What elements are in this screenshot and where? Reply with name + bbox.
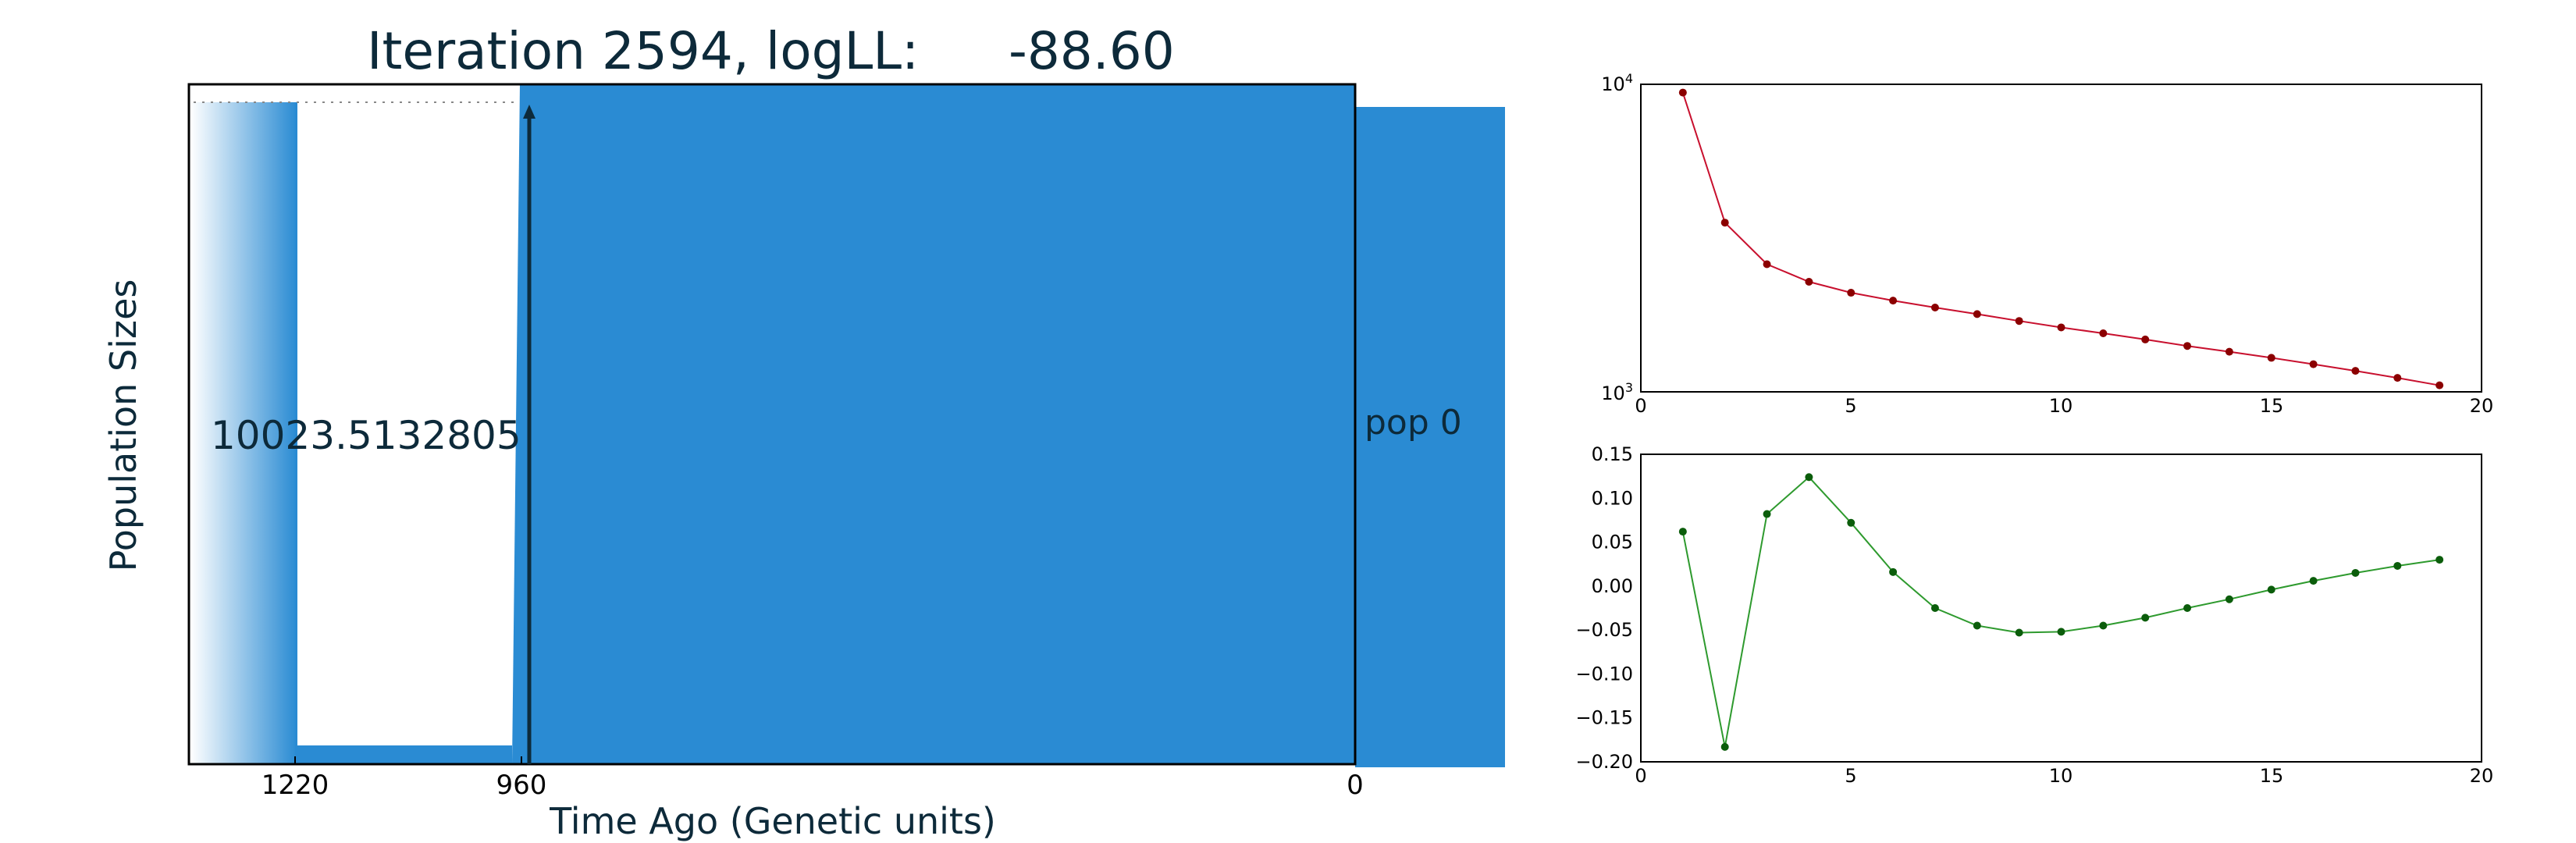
data-point — [2435, 381, 2444, 389]
data-point — [2267, 354, 2275, 362]
data-point — [2393, 374, 2402, 382]
series-line — [1681, 92, 2440, 386]
x-tick-label: 0 — [1635, 395, 1646, 417]
population-name-label: pop 0 — [1364, 403, 1462, 443]
data-point — [2393, 561, 2402, 570]
data-point — [2267, 585, 2275, 594]
data-point — [2351, 367, 2360, 375]
y-tick-label: −0.10 — [1575, 663, 1633, 685]
x-tick-label: 0 — [1347, 770, 1364, 801]
top-right-series — [1678, 88, 2444, 389]
population-expansion — [512, 84, 1355, 764]
top-right-y-ticks: 104 103 — [1601, 71, 1633, 404]
data-point — [2225, 595, 2233, 603]
y-tick-label: −0.20 — [1575, 751, 1633, 773]
x-tick-label: 5 — [1845, 765, 1856, 787]
x-tick-label: 10 — [2049, 765, 2073, 787]
data-point — [2351, 568, 2360, 577]
main-axes-frame — [187, 83, 1357, 766]
data-point — [1720, 219, 1729, 227]
data-point — [1805, 473, 1813, 482]
data-point — [2057, 323, 2065, 332]
x-tick-label: 20 — [2470, 395, 2494, 417]
data-point — [1763, 260, 1771, 269]
data-point — [2183, 604, 2192, 612]
data-point — [2309, 360, 2318, 368]
data-point — [1930, 303, 1939, 311]
data-point — [2141, 335, 2150, 343]
data-point — [1847, 518, 1856, 527]
data-point — [2183, 342, 2192, 350]
x-tick-label: 5 — [1845, 395, 1856, 417]
data-point — [1720, 742, 1729, 751]
top-right-x-ticks: 0 5 10 15 20 — [1635, 395, 2493, 417]
data-point — [1763, 510, 1771, 518]
data-point — [1930, 604, 1939, 612]
x-tick-label: 960 — [496, 770, 547, 801]
bottom-right-axes-frame — [1640, 454, 2482, 763]
data-point — [1889, 297, 1898, 305]
data-point — [1678, 88, 1687, 97]
x-tick-label: 15 — [2260, 765, 2284, 787]
y-tick-label: 0.05 — [1592, 532, 1633, 553]
top-right-axes-frame — [1640, 84, 2482, 393]
data-point — [1678, 528, 1687, 536]
bottom-right-series — [1678, 473, 2444, 751]
data-point — [2309, 577, 2318, 585]
y-tick-label: 104 — [1601, 71, 1633, 95]
bottom-right-y-ticks: 0.15 0.10 0.05 0.00 −0.05 −0.10 −0.15 −0.20 — [1575, 443, 1633, 773]
x-axis-label: Time Ago (Genetic units) — [549, 800, 996, 842]
y-tick-label: 0.00 — [1592, 575, 1633, 597]
bottom-right-chart: 0 5 10 15 20 0.15 0.10 0.05 0.00 −0.05 −0.10 −… — [1575, 443, 2493, 787]
data-point — [2141, 614, 2150, 622]
data-point — [2435, 556, 2444, 564]
ancient-population-block — [295, 102, 297, 764]
present-population-block — [1355, 107, 1505, 767]
ancient-population-fade — [190, 102, 297, 764]
y-tick-label: −0.05 — [1575, 619, 1633, 641]
y-tick-label: −0.15 — [1575, 707, 1633, 729]
data-point — [2225, 347, 2233, 356]
x-tick-label: 15 — [2260, 395, 2284, 417]
x-tick-label: 0 — [1635, 765, 1646, 787]
y-tick-label: 103 — [1601, 380, 1633, 404]
data-point — [1847, 289, 1856, 297]
y-tick-label: 0.15 — [1592, 443, 1633, 465]
y-tick-label: 0.10 — [1592, 487, 1633, 509]
y-axis-label: Population Sizes — [102, 279, 144, 572]
data-point — [1889, 567, 1898, 576]
chart-title: Iteration 2594, logLL: -88.60 — [367, 21, 1175, 81]
bottom-right-x-ticks: 0 5 10 15 20 — [1635, 765, 2493, 787]
bottleneck-population-block — [295, 745, 512, 764]
top-right-chart: 0 5 10 15 20 104 103 — [1601, 71, 2493, 417]
data-point — [2015, 317, 2023, 325]
x-tick-label: 20 — [2470, 765, 2494, 787]
data-point — [1973, 310, 1981, 318]
main-panel: Iteration 2594, logLL: -88.60 Population… — [102, 21, 1505, 842]
data-point — [2057, 628, 2065, 636]
x-tick-label: 1220 — [262, 770, 329, 801]
data-point — [2099, 329, 2108, 338]
title-prefix: Iteration 2594, logLL: — [367, 21, 919, 81]
data-point — [2099, 621, 2108, 630]
series-line — [1681, 475, 2440, 748]
data-point — [1805, 277, 1813, 286]
migration-arrow-head — [523, 105, 535, 119]
population-size-label: 10023.5132805 — [211, 413, 521, 458]
title-value: -88.60 — [1009, 21, 1175, 81]
data-point — [1973, 621, 1981, 630]
x-tick-label: 10 — [2049, 395, 2073, 417]
data-point — [2015, 628, 2023, 637]
